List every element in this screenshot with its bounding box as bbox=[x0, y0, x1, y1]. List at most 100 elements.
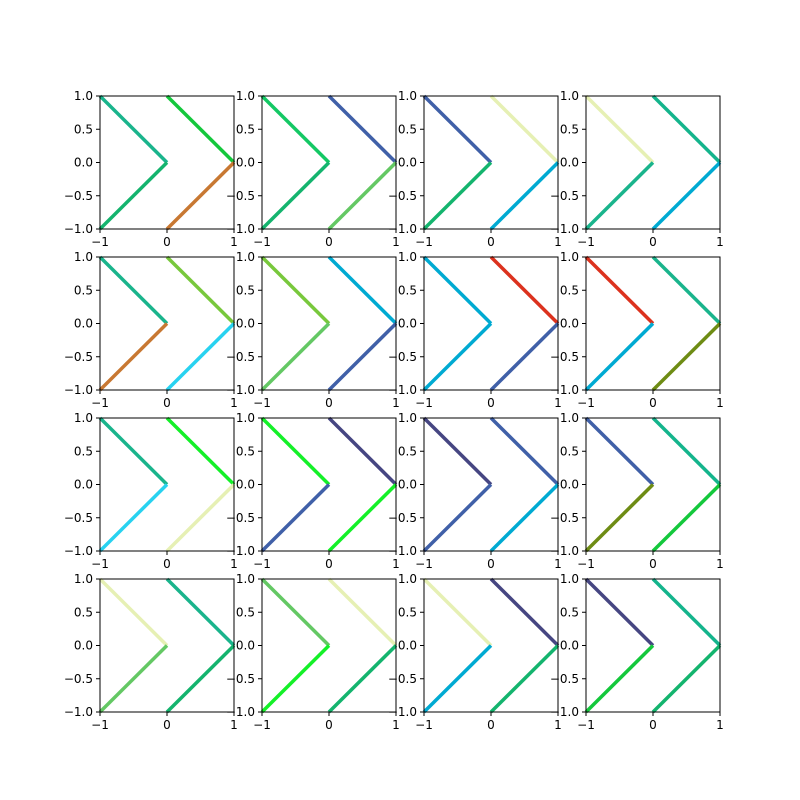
series-line-upper-right bbox=[489, 577, 560, 647]
y-tick-label: 1.0 bbox=[560, 250, 579, 264]
y-tick-label: −0.5 bbox=[64, 189, 93, 203]
y-tick-label: −1.0 bbox=[550, 383, 579, 397]
series-line-lower-right bbox=[489, 644, 560, 714]
series-line-upper-left bbox=[584, 416, 655, 486]
series-line-upper-right bbox=[165, 577, 236, 647]
subplot-6: −1 0 1−1.0−0.50.00.51.0 bbox=[226, 250, 400, 410]
y-tick-label: −1.0 bbox=[388, 705, 417, 719]
series-line-upper-left bbox=[260, 416, 331, 486]
y-tick-label: −0.5 bbox=[550, 350, 579, 364]
subplot-5: −1 0 1 −1.0 −0.5 0.0 0.5 1.0 bbox=[64, 250, 238, 410]
y-tick-label: 1.0 bbox=[236, 572, 255, 586]
y-tick-label: 1.0 bbox=[236, 411, 255, 425]
x-tick-label: −1 bbox=[91, 235, 109, 249]
x-tick-label: 0 bbox=[487, 718, 495, 732]
y-tick-label: −0.5 bbox=[226, 511, 255, 525]
series-line-upper-right bbox=[327, 94, 398, 164]
y-tick-label: −0.5 bbox=[550, 189, 579, 203]
y-tick-label: 0.5 bbox=[236, 605, 255, 619]
subplot-3: −1 0 1−1.0−0.50.00.51.0 bbox=[388, 89, 562, 249]
y-tick-label: −1.0 bbox=[388, 383, 417, 397]
y-tick-label: 1.0 bbox=[236, 89, 255, 103]
series-line-upper-right bbox=[651, 255, 722, 325]
series-line-lower-left bbox=[422, 483, 493, 553]
y-tick-label: 0.5 bbox=[74, 444, 93, 458]
y-tick-label: 0.5 bbox=[398, 122, 417, 136]
series-line-upper-left bbox=[98, 255, 169, 325]
x-tick-label: −1 bbox=[577, 718, 595, 732]
y-tick-label: 0.0 bbox=[560, 478, 579, 492]
subplot-12: −1 0 1−1.0−0.50.00.51.0 bbox=[550, 411, 724, 571]
x-tick-label: −1 bbox=[415, 718, 433, 732]
series-line-lower-left bbox=[260, 322, 331, 392]
x-tick-label: 1 bbox=[230, 396, 238, 410]
x-tick-label: 1 bbox=[392, 235, 400, 249]
x-tick-label: 0 bbox=[649, 235, 657, 249]
series-line-lower-left bbox=[260, 644, 331, 714]
y-tick-label: −0.5 bbox=[388, 672, 417, 686]
y-tick-label: 0.0 bbox=[398, 639, 417, 653]
series-line-lower-right bbox=[651, 644, 722, 714]
series-line-upper-left bbox=[422, 255, 493, 325]
series-line-upper-left bbox=[584, 94, 655, 164]
y-tick-label: −1.0 bbox=[550, 705, 579, 719]
series-line-upper-right bbox=[327, 577, 398, 647]
x-tick-label: −1 bbox=[577, 557, 595, 571]
x-tick-label: 1 bbox=[716, 396, 724, 410]
series-line-upper-left bbox=[422, 94, 493, 164]
series-line-lower-right bbox=[489, 322, 560, 392]
x-tick-label: 0 bbox=[325, 557, 333, 571]
y-tick-label: 0.5 bbox=[398, 283, 417, 297]
y-tick-label: −1.0 bbox=[64, 544, 93, 558]
series-line-upper-left bbox=[260, 255, 331, 325]
y-tick-label: 0.5 bbox=[560, 283, 579, 297]
x-tick-label: 1 bbox=[230, 718, 238, 732]
y-tick-label: 1.0 bbox=[560, 89, 579, 103]
y-tick-label: 1.0 bbox=[560, 572, 579, 586]
series-line-upper-right bbox=[165, 255, 236, 325]
series-line-upper-left bbox=[584, 577, 655, 647]
x-tick-label: −1 bbox=[253, 557, 271, 571]
x-tick-label: −1 bbox=[253, 235, 271, 249]
y-tick-label: 0.0 bbox=[560, 317, 579, 331]
series-line-upper-left bbox=[422, 416, 493, 486]
series-line-lower-right bbox=[651, 322, 722, 392]
series-line-lower-right bbox=[165, 483, 236, 553]
y-tick-label: 0.0 bbox=[560, 156, 579, 170]
series-line-lower-left bbox=[422, 644, 493, 714]
y-tick-label: −0.5 bbox=[388, 350, 417, 364]
y-tick-label: 1.0 bbox=[398, 572, 417, 586]
series-line-lower-left bbox=[584, 483, 655, 553]
series-line-lower-right bbox=[327, 322, 398, 392]
y-tick-label: −1.0 bbox=[64, 705, 93, 719]
x-tick-label: 1 bbox=[392, 718, 400, 732]
series-line-lower-right bbox=[165, 644, 236, 714]
y-tick-label: 0.5 bbox=[236, 444, 255, 458]
x-tick-label: −1 bbox=[415, 235, 433, 249]
y-tick-label: 0.0 bbox=[560, 639, 579, 653]
y-tick-label: 0.0 bbox=[398, 317, 417, 331]
x-tick-label: −1 bbox=[415, 557, 433, 571]
y-tick-label: 0.5 bbox=[560, 605, 579, 619]
x-tick-label: 0 bbox=[649, 557, 657, 571]
subplot-1: −1 0 1 −1.0 −0.5 0.0 0.5 1.0 bbox=[64, 89, 238, 249]
y-tick-label: 0.0 bbox=[236, 317, 255, 331]
series-line-lower-left bbox=[584, 644, 655, 714]
x-tick-label: −1 bbox=[577, 396, 595, 410]
x-tick-label: −1 bbox=[91, 557, 109, 571]
y-tick-label: −1.0 bbox=[388, 544, 417, 558]
y-tick-label: −1.0 bbox=[226, 222, 255, 236]
y-tick-label: −0.5 bbox=[550, 672, 579, 686]
y-tick-label: 0.5 bbox=[74, 122, 93, 136]
y-tick-label: −0.5 bbox=[388, 511, 417, 525]
y-tick-label: 0.5 bbox=[560, 444, 579, 458]
series-line-upper-left bbox=[98, 94, 169, 164]
y-tick-label: −0.5 bbox=[226, 350, 255, 364]
y-tick-label: 0.5 bbox=[74, 283, 93, 297]
y-tick-label: 0.5 bbox=[398, 605, 417, 619]
x-tick-label: 1 bbox=[716, 235, 724, 249]
series-line-lower-left bbox=[98, 161, 169, 231]
y-tick-label: 0.0 bbox=[74, 639, 93, 653]
x-tick-label: 0 bbox=[487, 396, 495, 410]
subplot-11: −1 0 1−1.0−0.50.00.51.0 bbox=[388, 411, 562, 571]
